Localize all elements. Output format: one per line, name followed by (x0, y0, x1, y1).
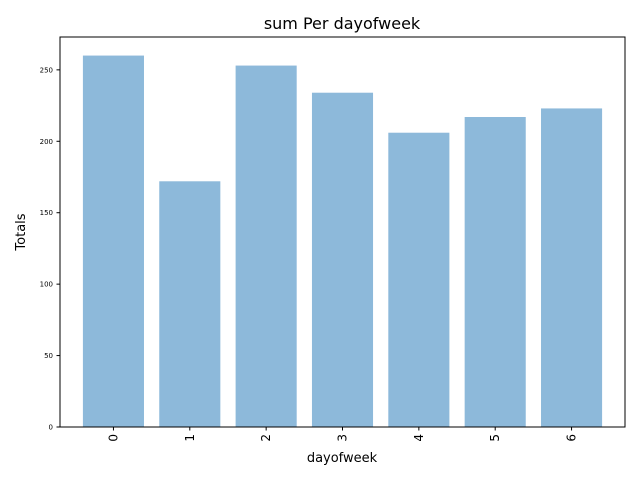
y-tick-label: 0 (49, 424, 53, 432)
x-tick-label: 3 (336, 434, 350, 442)
bar-5 (464, 117, 526, 427)
y-tick-label: 50 (44, 352, 53, 360)
plot-area: 0 50 100 150 200 250 0 1 2 3 4 5 6 (40, 36, 626, 442)
x-tick-label: 1 (183, 434, 197, 442)
bar-0 (82, 55, 144, 427)
x-tick-label: 0 (106, 434, 120, 442)
chart-title: sum Per dayofweek (264, 14, 421, 33)
y-axis-label: Totals (14, 213, 29, 251)
y-tick-label: 100 (40, 281, 53, 289)
x-tick-label: 5 (488, 434, 502, 442)
bar-4 (388, 132, 450, 427)
x-tick-label: 2 (259, 434, 273, 442)
bar-3 (311, 92, 374, 428)
bar-2 (235, 65, 297, 427)
x-tick-label: 4 (412, 434, 426, 442)
y-tick-label: 250 (40, 66, 53, 74)
y-tick-label: 200 (40, 138, 53, 146)
bar-1 (159, 181, 221, 427)
y-tick-label: 150 (40, 209, 53, 217)
x-tick-label: 6 (565, 434, 579, 442)
x-axis-label: dayofweek (307, 451, 378, 466)
bar-6 (541, 108, 603, 428)
